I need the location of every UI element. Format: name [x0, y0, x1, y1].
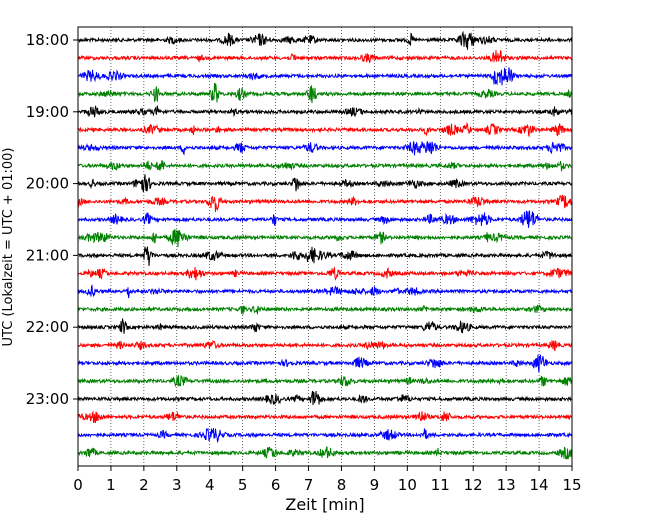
- trace-2045: [77, 228, 573, 248]
- trace-1915: [77, 121, 573, 138]
- x-tick-label: 11: [431, 476, 450, 494]
- x-tick-label: 14: [530, 476, 549, 494]
- y-tick-label: 20:00: [26, 175, 69, 193]
- trace-2245: [77, 374, 573, 388]
- x-tick-label: 2: [139, 476, 149, 494]
- trace-1845: [77, 82, 573, 104]
- trace-1900: [77, 105, 573, 118]
- trace-2230: [77, 354, 573, 373]
- trace-1815: [77, 50, 573, 64]
- trace-2300: [77, 390, 573, 406]
- trace-2200: [77, 318, 573, 334]
- y-tick-label: 23:00: [26, 390, 69, 408]
- trace-1830: [77, 67, 573, 86]
- y-axis-ticks: 18:00 19:00 20:00 21:00 22:00 23:00: [26, 31, 78, 408]
- trace-2130: [77, 284, 573, 299]
- x-tick-label: 0: [73, 476, 83, 494]
- x-axis-ticks: 0 1 2 3 4 5 6 7 8 9 10 11 12 13 14 15: [73, 466, 582, 494]
- trace-2315: [77, 410, 573, 424]
- y-tick-label: 21:00: [26, 246, 69, 264]
- x-axis-label: Zeit [min]: [285, 495, 364, 514]
- trace-2345: [77, 446, 573, 460]
- x-tick-label: 5: [238, 476, 248, 494]
- trace-1930: [77, 140, 573, 156]
- x-tick-label: 3: [172, 476, 182, 494]
- y-tick-label: 18:00: [26, 31, 69, 49]
- trace-2030: [77, 210, 573, 228]
- trace-2215: [77, 339, 573, 352]
- trace-1800: [77, 30, 573, 50]
- x-tick-label: 4: [205, 476, 215, 494]
- x-tick-label: 1: [106, 476, 116, 494]
- trace-2115: [77, 266, 573, 281]
- y-tick-label: 22:00: [26, 318, 69, 336]
- grid-lines: [110, 27, 540, 466]
- x-tick-label: 8: [337, 476, 347, 494]
- trace-2000: [77, 174, 573, 193]
- x-tick-label: 6: [271, 476, 281, 494]
- trace-2015: [77, 194, 573, 213]
- seismic-traces: [77, 30, 573, 460]
- x-tick-label: 15: [562, 476, 581, 494]
- x-tick-label: 7: [304, 476, 314, 494]
- plot-frame: [77, 26, 573, 467]
- x-tick-label: 10: [398, 476, 417, 494]
- y-tick-label: 19:00: [26, 103, 69, 121]
- trace-2330: [77, 427, 573, 444]
- x-tick-label: 13: [497, 476, 516, 494]
- x-tick-label: 9: [370, 476, 380, 494]
- x-tick-label: 12: [464, 476, 483, 494]
- trace-1945: [77, 159, 573, 172]
- y-axis-label: UTC (Lokalzeit = UTC + 01:00): [1, 148, 16, 347]
- trace-2100: [77, 246, 573, 267]
- trace-2145: [77, 304, 573, 315]
